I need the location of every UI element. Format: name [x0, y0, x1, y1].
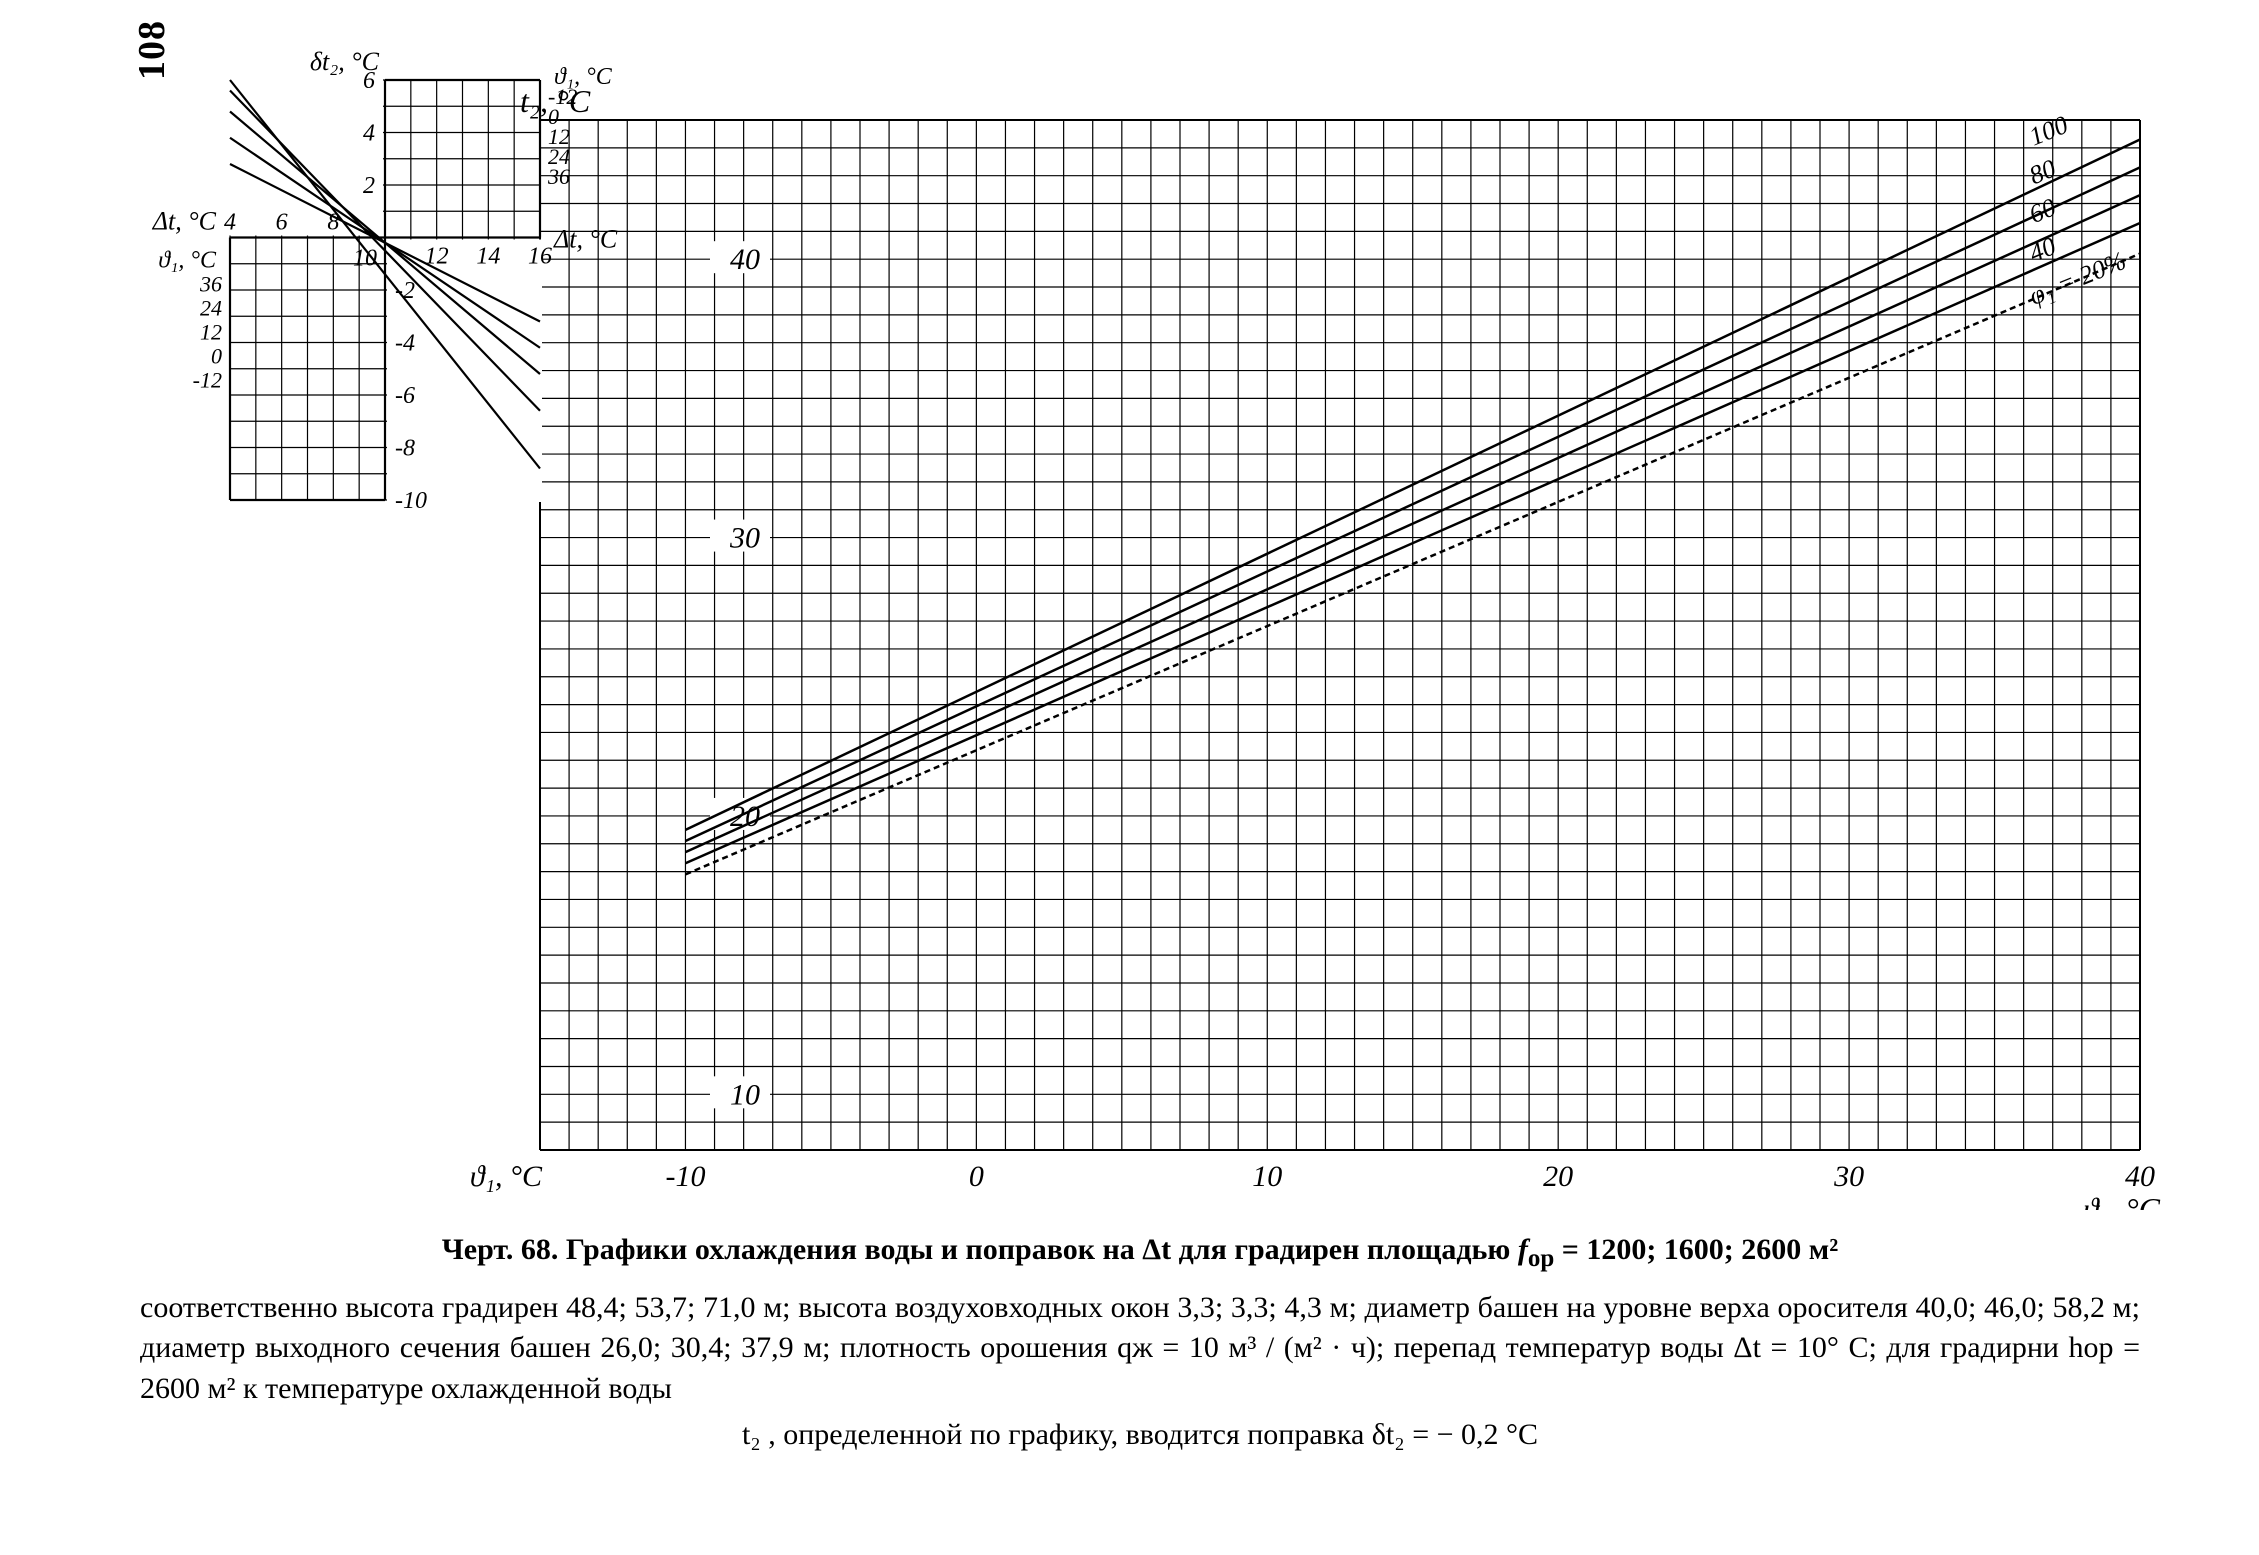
svg-text:0: 0 [211, 344, 222, 369]
svg-text:-10: -10 [395, 488, 427, 514]
svg-text:4: 4 [224, 210, 236, 236]
caption-title-values: = 1200; 1600; 2600 м² [1554, 1233, 1838, 1266]
page: 108 -1001020304010203040ϑ₁, °Cϑ₁, °Ct₂, … [0, 0, 2259, 1555]
svg-text:8: 8 [327, 210, 339, 236]
svg-text:Δt, °C: Δt, °C [553, 225, 618, 254]
svg-text:δt₂, °C: δt₂, °C [310, 47, 380, 76]
svg-text:Δt, °C: Δt, °C [152, 207, 217, 236]
svg-text:40: 40 [730, 243, 760, 276]
svg-text:-4: -4 [395, 331, 415, 357]
svg-text:24: 24 [200, 296, 222, 321]
svg-text:30: 30 [1833, 1160, 1864, 1193]
caption-title-prefix: Черт. 68. Графики охлаждения воды и попр… [442, 1233, 1518, 1266]
svg-text:ϑ₁, °C: ϑ₁, °C [2083, 1191, 2161, 1210]
svg-text:20: 20 [730, 800, 760, 833]
svg-text:20: 20 [1543, 1160, 1573, 1193]
caption-title: Черт. 68. Графики охлаждения воды и попр… [140, 1230, 2140, 1276]
svg-text:30: 30 [729, 522, 760, 555]
svg-text:12: 12 [425, 244, 449, 270]
svg-text:0: 0 [969, 1160, 984, 1193]
svg-text:10: 10 [353, 246, 377, 272]
svg-text:80: 80 [2025, 154, 2060, 191]
svg-text:10: 10 [1252, 1160, 1282, 1193]
svg-text:-6: -6 [395, 383, 415, 409]
svg-text:4: 4 [363, 121, 375, 147]
main-chart: -1001020304010203040ϑ₁, °Cϑ₁, °Ct₂, °C10… [460, 60, 2259, 1210]
svg-text:40: 40 [2025, 231, 2060, 268]
svg-text:-2: -2 [395, 278, 415, 304]
caption-tail: t₂ , определенной по графику, вводится п… [140, 1415, 2140, 1456]
caption-title-var: f [1518, 1233, 1528, 1266]
svg-text:ϑ₁, °C: ϑ₁, °C [158, 248, 217, 274]
svg-text:14: 14 [476, 244, 500, 270]
svg-text:60: 60 [2025, 192, 2060, 229]
svg-text:36: 36 [199, 272, 222, 297]
caption: Черт. 68. Графики охлаждения воды и попр… [140, 1230, 2140, 1456]
svg-text:10: 10 [730, 1078, 760, 1111]
svg-text:6: 6 [276, 210, 288, 236]
svg-text:ϑ₁, °C: ϑ₁, °C [470, 1160, 543, 1193]
svg-text:12: 12 [200, 320, 222, 345]
svg-text:16: 16 [528, 244, 552, 270]
caption-body: соответственно высота градирен 48,4; 53,… [140, 1288, 2140, 1410]
svg-text:100: 100 [2025, 110, 2072, 151]
svg-text:-12: -12 [193, 368, 222, 393]
svg-text:36: 36 [547, 164, 570, 189]
svg-text:-10: -10 [665, 1160, 705, 1193]
caption-title-sub: ор [1528, 1245, 1554, 1272]
svg-text:2: 2 [363, 173, 375, 199]
inset-chart: 46812141610246-2-4-6-8-10δt₂, °CΔt, °CΔt… [90, 40, 680, 580]
svg-text:40: 40 [2125, 1160, 2155, 1193]
svg-text:-8: -8 [395, 436, 415, 462]
